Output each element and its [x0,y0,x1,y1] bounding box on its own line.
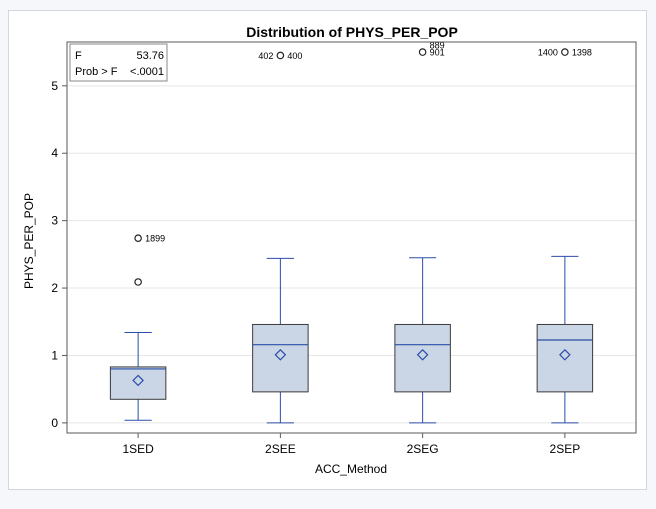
outlier-point [134,278,142,286]
y-tick-label: 5 [51,79,58,93]
y-axis: 0 1 2 3 4 5 [51,79,67,430]
stats-f-value: 53.76 [136,50,164,62]
mean-marker [416,348,429,361]
mean-marker [274,348,287,361]
stats-f-label: F [75,50,82,62]
chart-panel: Distribution of PHYS_PER_POP 0 1 2 3 4 5 1SED… [8,10,647,490]
outlier-label: 901 [430,48,445,58]
x-tick-label: 1SED [122,442,154,456]
chart-title: Distribution of PHYS_PER_POP [246,24,458,40]
x-axis: 1SED 2SEE 2SEG 2SEP [122,433,580,456]
outlier-point [276,51,285,60]
box-2see [252,257,309,424]
outlier-label: 400 [287,51,302,61]
y-tick-label: 4 [51,146,58,160]
x-tick-label: 2SEG [407,442,439,456]
y-tick-label: 1 [51,348,58,362]
x-axis-label: ACC_Method [315,462,387,476]
y-axis-label: PHYS_PER_POP [22,193,36,289]
outlier-point [134,234,142,242]
mean-marker [559,348,571,361]
outlier-point [418,48,427,56]
y-tick-label: 2 [51,281,58,295]
box-iqr [109,366,167,400]
x-tick-label: 2SEE [265,442,296,456]
y-tick-label: 3 [51,214,58,228]
outlier-label: 402 [258,51,273,61]
outlier-point [561,48,569,56]
box-iqr [536,323,594,393]
box-2seg [394,257,451,424]
grid-lines [67,85,636,424]
box-2sep [536,255,594,424]
x-tick-label: 2SEP [550,442,581,456]
stats-inset: F 53.76 Prob > F <.0001 [69,43,168,82]
box-plot-chart: Distribution of PHYS_PER_POP 0 1 2 3 4 5 1SED… [22,24,637,476]
mean-marker [132,374,144,387]
outlier-label: 1400 [538,48,558,58]
box-1sed [109,332,167,421]
box-iqr [394,323,451,393]
box-iqr [252,323,309,393]
y-tick-label: 0 [51,416,58,430]
stats-prob-label: Prob > F [75,66,118,78]
plot-area-border [66,41,637,434]
outlier-label: 1398 [572,48,592,58]
outlier-label: 889 [430,41,445,51]
boxes [109,255,594,424]
stats-inset-border [69,43,168,82]
outlier-label: 1899 [145,234,165,244]
stats-prob-value: <.0001 [130,66,164,78]
